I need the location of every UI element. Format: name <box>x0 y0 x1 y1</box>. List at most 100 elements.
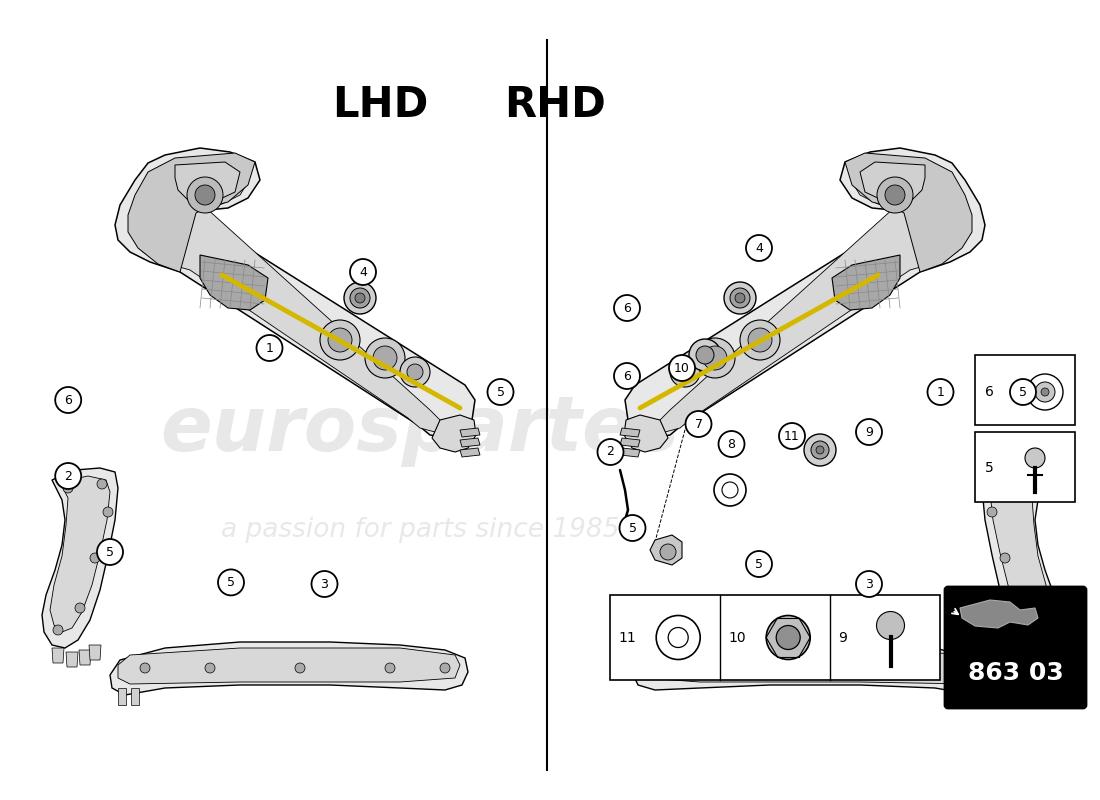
Circle shape <box>597 439 624 465</box>
Circle shape <box>877 177 913 213</box>
Circle shape <box>724 282 756 314</box>
FancyBboxPatch shape <box>945 587 1086 708</box>
Circle shape <box>718 431 745 457</box>
Polygon shape <box>999 645 1011 660</box>
Circle shape <box>140 663 150 673</box>
Circle shape <box>355 293 365 303</box>
Polygon shape <box>620 448 640 457</box>
Polygon shape <box>432 415 476 452</box>
Polygon shape <box>650 162 968 432</box>
Circle shape <box>767 615 811 659</box>
Circle shape <box>730 288 750 308</box>
Text: 5: 5 <box>496 386 505 398</box>
Circle shape <box>804 434 836 466</box>
Text: 4: 4 <box>359 266 367 278</box>
Text: 1: 1 <box>936 386 945 398</box>
Circle shape <box>487 379 514 405</box>
Circle shape <box>256 335 283 361</box>
Polygon shape <box>860 162 925 202</box>
Text: LHD: LHD <box>332 84 428 126</box>
Text: 5: 5 <box>106 546 114 558</box>
Text: 3: 3 <box>865 578 873 590</box>
Polygon shape <box>650 535 682 565</box>
Text: 4: 4 <box>755 242 763 254</box>
Circle shape <box>714 474 746 506</box>
Text: 6: 6 <box>984 385 994 399</box>
Polygon shape <box>132 162 450 432</box>
Circle shape <box>53 625 63 635</box>
Polygon shape <box>460 448 480 457</box>
Circle shape <box>90 553 100 563</box>
Text: a passion for parts since 1985: a passion for parts since 1985 <box>221 517 619 543</box>
Circle shape <box>740 320 780 360</box>
Circle shape <box>886 185 905 205</box>
Circle shape <box>1025 448 1045 468</box>
Polygon shape <box>1036 648 1048 663</box>
Circle shape <box>816 446 824 454</box>
Circle shape <box>856 419 882 445</box>
Polygon shape <box>200 255 268 310</box>
Circle shape <box>218 570 244 595</box>
Circle shape <box>886 663 895 673</box>
Circle shape <box>811 441 829 459</box>
Polygon shape <box>845 153 972 272</box>
Polygon shape <box>52 648 64 663</box>
Circle shape <box>777 626 800 650</box>
Circle shape <box>696 346 714 364</box>
Circle shape <box>1015 603 1025 613</box>
Circle shape <box>670 357 700 387</box>
Circle shape <box>311 571 338 597</box>
Text: 9: 9 <box>838 630 847 645</box>
Polygon shape <box>110 642 467 695</box>
Polygon shape <box>982 468 1058 648</box>
Circle shape <box>407 364 424 380</box>
Text: 5: 5 <box>1019 386 1027 398</box>
Circle shape <box>614 363 640 389</box>
Polygon shape <box>66 652 78 667</box>
Circle shape <box>187 177 223 213</box>
Circle shape <box>650 663 660 673</box>
Circle shape <box>97 539 123 565</box>
Text: 2: 2 <box>606 446 615 458</box>
Polygon shape <box>460 438 480 447</box>
Circle shape <box>856 571 882 597</box>
Circle shape <box>619 515 646 541</box>
Polygon shape <box>990 476 1050 632</box>
Circle shape <box>795 663 805 673</box>
Circle shape <box>703 346 727 370</box>
Circle shape <box>746 235 772 261</box>
Polygon shape <box>640 648 982 684</box>
Polygon shape <box>50 476 110 632</box>
Polygon shape <box>89 645 101 660</box>
Text: 3: 3 <box>320 578 329 590</box>
Text: 5: 5 <box>227 576 235 589</box>
Circle shape <box>103 507 113 517</box>
Circle shape <box>1000 553 1010 563</box>
Circle shape <box>676 364 693 380</box>
Circle shape <box>1027 374 1063 410</box>
Circle shape <box>987 507 997 517</box>
Text: 10: 10 <box>728 630 746 645</box>
Text: RHD: RHD <box>504 84 606 126</box>
Bar <box>610 595 940 680</box>
Text: 5: 5 <box>628 522 637 534</box>
Circle shape <box>97 479 107 489</box>
Polygon shape <box>620 428 640 437</box>
Circle shape <box>440 663 450 673</box>
Polygon shape <box>175 162 240 202</box>
Circle shape <box>748 328 772 352</box>
Circle shape <box>877 611 904 639</box>
Circle shape <box>1041 388 1049 396</box>
Circle shape <box>1010 379 1036 405</box>
Circle shape <box>685 411 712 437</box>
Circle shape <box>668 627 689 647</box>
Polygon shape <box>42 468 118 648</box>
Circle shape <box>689 339 720 371</box>
Circle shape <box>735 293 745 303</box>
Text: 863 03: 863 03 <box>968 661 1064 685</box>
Polygon shape <box>128 153 255 272</box>
Circle shape <box>779 423 805 449</box>
Polygon shape <box>624 415 668 452</box>
Circle shape <box>365 338 405 378</box>
Circle shape <box>695 338 735 378</box>
